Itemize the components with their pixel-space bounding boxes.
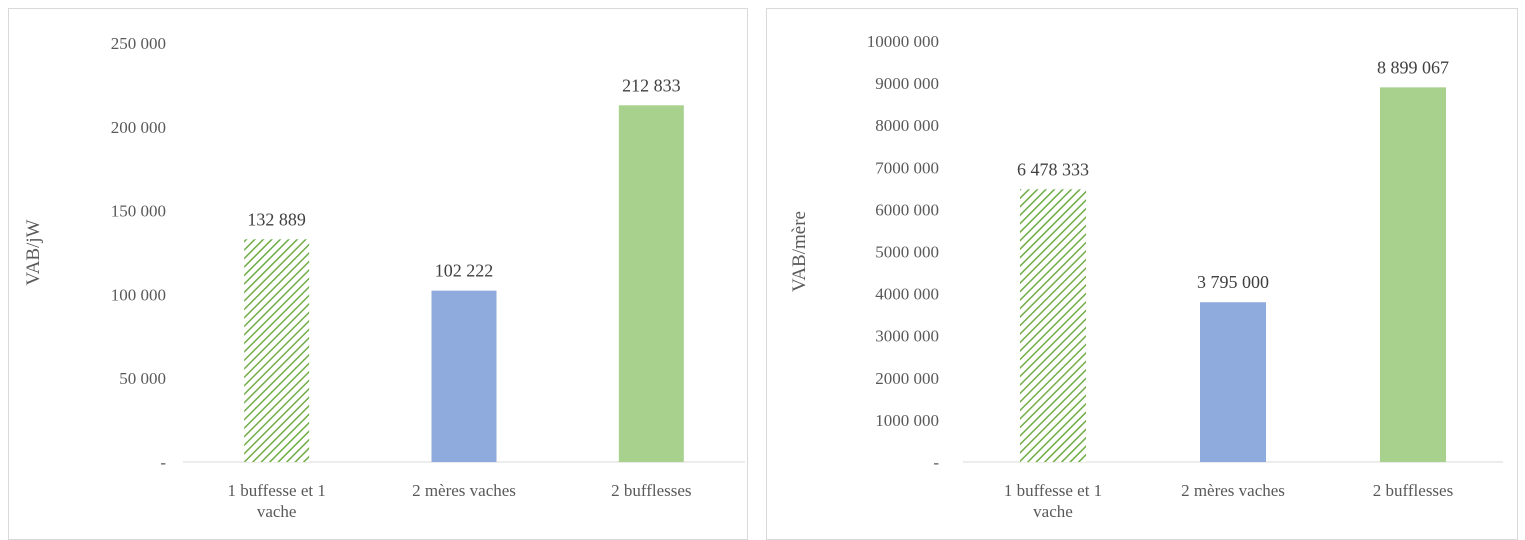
data-label: 3 795 000 — [1197, 272, 1269, 292]
bar — [1380, 87, 1446, 463]
x-tick-label: 2 mères vaches — [1181, 481, 1285, 500]
y-tick-label: 4000 000 — [875, 285, 939, 304]
data-label: 212 833 — [622, 75, 681, 95]
y-tick-label: 250 000 — [111, 34, 166, 53]
y-tick-label: - — [933, 453, 939, 472]
x-tick-label: 2 bufflesses — [1373, 481, 1453, 500]
chart-svg-vab-jw: - 50 000 100 000 150 000 200 000 250 000 VAB/j… — [23, 34, 745, 521]
y-axis-title: VAB/mère — [789, 211, 810, 292]
y-tick-label: 150 000 — [111, 202, 166, 221]
x-tick-label: vache — [257, 502, 297, 521]
bar — [1020, 189, 1086, 462]
data-label: 6 478 333 — [1017, 159, 1089, 179]
data-label: 102 222 — [435, 261, 494, 281]
x-tick-label: 1 buffesse et 1 — [1004, 481, 1102, 500]
y-tick-label: 6000 000 — [875, 200, 939, 219]
y-tick-label: 50 000 — [119, 369, 166, 388]
y-axis-title: VAB/jW — [23, 219, 44, 285]
bar — [1200, 302, 1266, 462]
y-tick-label: 2000 000 — [875, 369, 939, 388]
x-tick-label: vache — [1033, 502, 1073, 521]
y-tick-label: 8000 000 — [875, 116, 939, 135]
bar — [618, 105, 684, 462]
y-tick-label: 5000 000 — [875, 243, 939, 262]
y-tick-label: 10000 000 — [867, 32, 939, 51]
y-tick-label: 1000 000 — [875, 411, 939, 430]
y-tick-label: 7000 000 — [875, 158, 939, 177]
y-tick-label: 200 000 — [111, 118, 166, 137]
chart-vab-per-jw: - 50 000 100 000 150 000 200 000 250 000 VAB/j… — [8, 8, 748, 540]
bar — [431, 290, 497, 462]
y-tick-label: 100 000 — [111, 285, 166, 304]
x-tick-label: 1 buffesse et 1 — [227, 481, 325, 500]
x-tick-label: 2 mères vaches — [412, 481, 516, 500]
data-label: 132 889 — [247, 209, 306, 229]
chart-vab-per-mere: - 1000 000 2000 000 3000 000 4000 000 5000 00… — [766, 8, 1518, 540]
data-label: 8 899 067 — [1377, 57, 1449, 77]
chart-svg-vab-mere: - 1000 000 2000 000 3000 000 4000 000 5000 00… — [789, 32, 1503, 521]
y-tick-label: - — [160, 453, 166, 472]
y-tick-label: 3000 000 — [875, 327, 939, 346]
x-tick-label: 2 bufflesses — [611, 481, 691, 500]
y-tick-label: 9000 000 — [875, 74, 939, 93]
bar — [244, 239, 310, 462]
